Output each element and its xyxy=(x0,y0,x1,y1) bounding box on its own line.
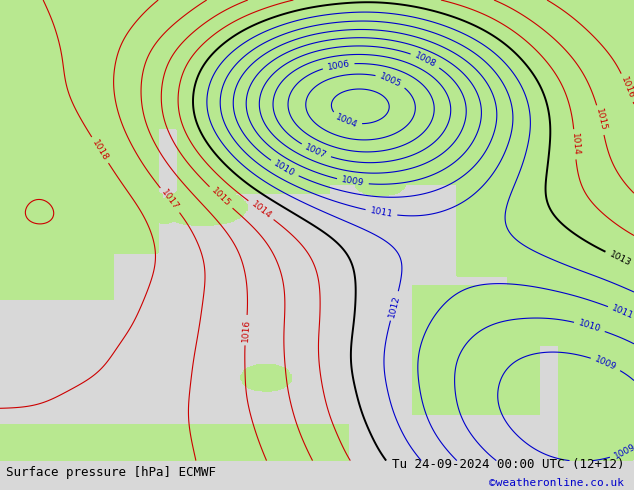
Text: 1014: 1014 xyxy=(569,133,580,156)
Text: 1018: 1018 xyxy=(90,138,110,162)
Text: 1006: 1006 xyxy=(327,59,351,72)
Text: 1007: 1007 xyxy=(304,142,328,160)
Text: 1013: 1013 xyxy=(607,249,632,268)
Text: ©weatheronline.co.uk: ©weatheronline.co.uk xyxy=(489,478,624,488)
Text: 1015: 1015 xyxy=(593,108,607,132)
Text: Surface pressure [hPa] ECMWF: Surface pressure [hPa] ECMWF xyxy=(6,466,216,479)
Text: 1017: 1017 xyxy=(160,188,181,212)
Text: 1016: 1016 xyxy=(619,75,634,100)
Text: 1005: 1005 xyxy=(378,71,403,89)
Text: 1009: 1009 xyxy=(340,175,365,188)
Text: 1014: 1014 xyxy=(249,199,273,220)
Text: 1015: 1015 xyxy=(209,186,232,209)
Text: 1010: 1010 xyxy=(577,318,602,334)
Text: 1011: 1011 xyxy=(611,304,634,321)
Text: 1016: 1016 xyxy=(241,318,251,342)
Text: Tu 24-09-2024 00:00 UTC (12+12): Tu 24-09-2024 00:00 UTC (12+12) xyxy=(392,458,624,471)
Text: 1009: 1009 xyxy=(593,355,618,372)
Text: 1010: 1010 xyxy=(272,159,297,178)
Text: 1008: 1008 xyxy=(413,51,437,69)
Text: 1004: 1004 xyxy=(334,112,359,129)
Text: 1009: 1009 xyxy=(612,442,634,461)
Text: 1012: 1012 xyxy=(387,294,401,318)
Text: 1011: 1011 xyxy=(369,206,394,219)
